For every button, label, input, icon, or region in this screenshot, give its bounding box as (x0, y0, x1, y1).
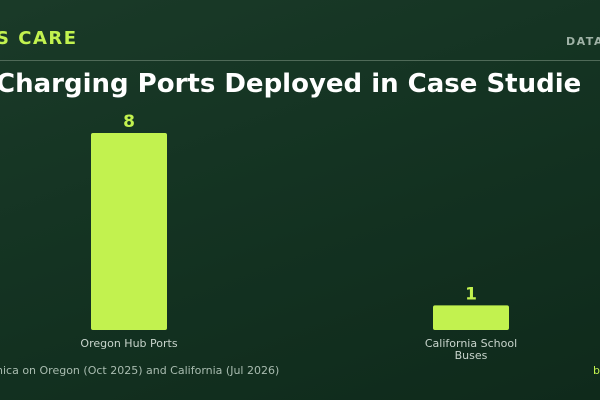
value-label-1: 1 (465, 284, 477, 304)
section-tag: DATA (566, 35, 600, 48)
category-label-0: Oregon Hub Ports (80, 337, 177, 350)
chart-title: Charging Ports Deployed in Case Studie (0, 69, 582, 99)
source-note: nica on Oregon (Oct 2025) and California… (0, 364, 280, 377)
credit-text: b (593, 364, 600, 377)
category-label-1: California School Buses (425, 337, 517, 362)
value-label-0: 8 (123, 112, 135, 132)
brand-name: S CARE (0, 28, 78, 49)
header-divider (0, 60, 600, 61)
bar-1 (433, 305, 509, 330)
bar-0 (91, 133, 167, 330)
